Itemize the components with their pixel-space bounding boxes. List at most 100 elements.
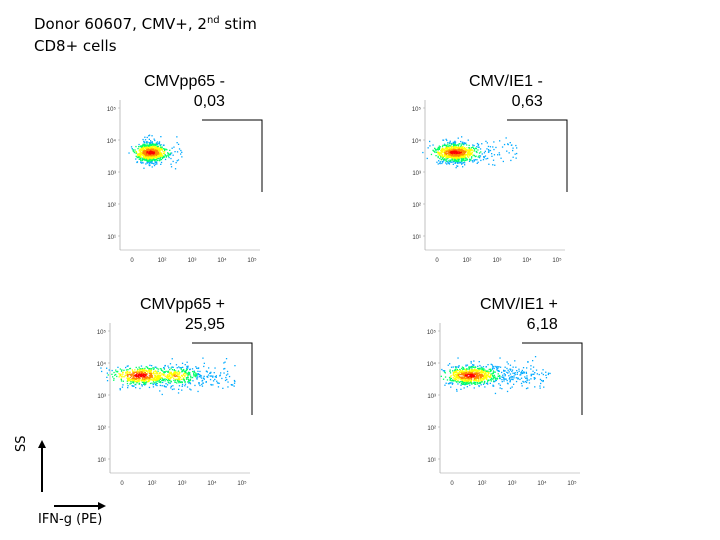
event-dot <box>485 375 488 377</box>
event-dot <box>131 148 133 150</box>
event-dot <box>175 162 177 164</box>
event-dot <box>542 369 544 371</box>
event-dot <box>497 154 499 156</box>
event-dot <box>461 371 464 373</box>
event-dot <box>121 369 123 371</box>
event-dot <box>457 378 459 380</box>
event-dot <box>120 378 122 381</box>
event-dot <box>533 378 536 380</box>
event-dot <box>143 167 145 169</box>
event-dot <box>193 371 195 373</box>
event-dot <box>135 152 137 155</box>
event-dot <box>482 375 484 377</box>
event-dot <box>186 378 188 380</box>
event-dot <box>145 377 147 379</box>
event-dot <box>225 358 228 360</box>
event-dot <box>459 381 461 384</box>
event-dot <box>167 154 169 156</box>
event-dot <box>470 153 473 155</box>
event-dot <box>170 157 172 160</box>
event-dot <box>458 160 460 162</box>
event-dot <box>153 158 155 160</box>
event-dot <box>450 377 452 380</box>
event-dot <box>499 376 501 378</box>
event-dot <box>461 377 463 380</box>
event-dot <box>501 381 503 383</box>
event-dot <box>135 376 137 378</box>
event-dot <box>470 157 473 159</box>
event-dot <box>181 384 184 386</box>
event-dot <box>439 154 441 156</box>
event-dot <box>117 370 119 373</box>
event-dot <box>443 148 445 150</box>
event-dot <box>468 156 470 158</box>
event-dot <box>170 385 172 387</box>
event-dot <box>471 152 473 154</box>
event-dot <box>138 379 140 381</box>
event-dot <box>150 140 152 142</box>
event-dot <box>519 378 521 381</box>
y-tick-label: 10⁴ <box>427 361 437 368</box>
event-dot <box>453 151 455 153</box>
event-dot <box>101 370 103 373</box>
event-dot <box>156 155 158 158</box>
event-dot <box>140 155 142 157</box>
event-dot <box>449 154 451 156</box>
event-dot <box>456 368 458 371</box>
event-dot <box>141 371 144 373</box>
event-dot <box>146 162 148 164</box>
event-dot <box>439 152 441 154</box>
event-dot <box>462 383 464 385</box>
event-dot <box>447 143 449 145</box>
event-dot <box>181 151 183 153</box>
event-dot <box>485 382 488 385</box>
event-dot <box>188 372 190 374</box>
event-dot <box>489 382 491 384</box>
event-dot <box>458 375 460 377</box>
event-dot <box>467 154 469 156</box>
event-dot <box>139 151 141 153</box>
event-dot <box>475 379 477 381</box>
event-dot <box>157 143 159 145</box>
event-dot <box>470 360 472 363</box>
event-dot <box>499 357 501 359</box>
event-dot <box>153 382 156 384</box>
event-dot <box>210 371 212 373</box>
event-dot <box>145 158 147 160</box>
event-dot <box>486 378 488 381</box>
event-dot <box>458 158 460 160</box>
event-dot <box>459 154 461 156</box>
event-dot <box>469 373 471 375</box>
event-dot <box>164 374 166 376</box>
x-tick-label: 10² <box>158 258 167 264</box>
event-dot <box>155 147 157 149</box>
event-dot <box>446 157 448 159</box>
event-dot <box>166 375 168 377</box>
event-dot <box>148 377 150 380</box>
event-dot <box>510 159 512 162</box>
event-dot <box>142 370 144 372</box>
event-dot <box>151 141 153 143</box>
event-dot <box>437 146 439 149</box>
event-dot <box>458 158 460 160</box>
event-dot <box>171 358 173 360</box>
event-dot <box>140 379 142 381</box>
event-dot <box>137 368 139 370</box>
event-dot <box>509 364 512 366</box>
event-dot <box>161 147 163 149</box>
event-dot <box>466 380 468 382</box>
event-dot <box>511 370 513 373</box>
event-dot <box>458 152 460 154</box>
event-dot <box>522 372 524 374</box>
event-dot <box>506 379 508 382</box>
event-dot <box>159 148 161 150</box>
event-dot <box>139 152 141 155</box>
event-dot <box>153 151 155 153</box>
panel-2-name: CMV/IE1 - <box>469 73 543 90</box>
event-dot <box>464 154 466 156</box>
event-dot <box>457 160 459 163</box>
event-dot <box>205 381 207 383</box>
event-dot <box>437 156 439 159</box>
event-dot <box>522 380 524 383</box>
event-dot <box>441 152 443 154</box>
